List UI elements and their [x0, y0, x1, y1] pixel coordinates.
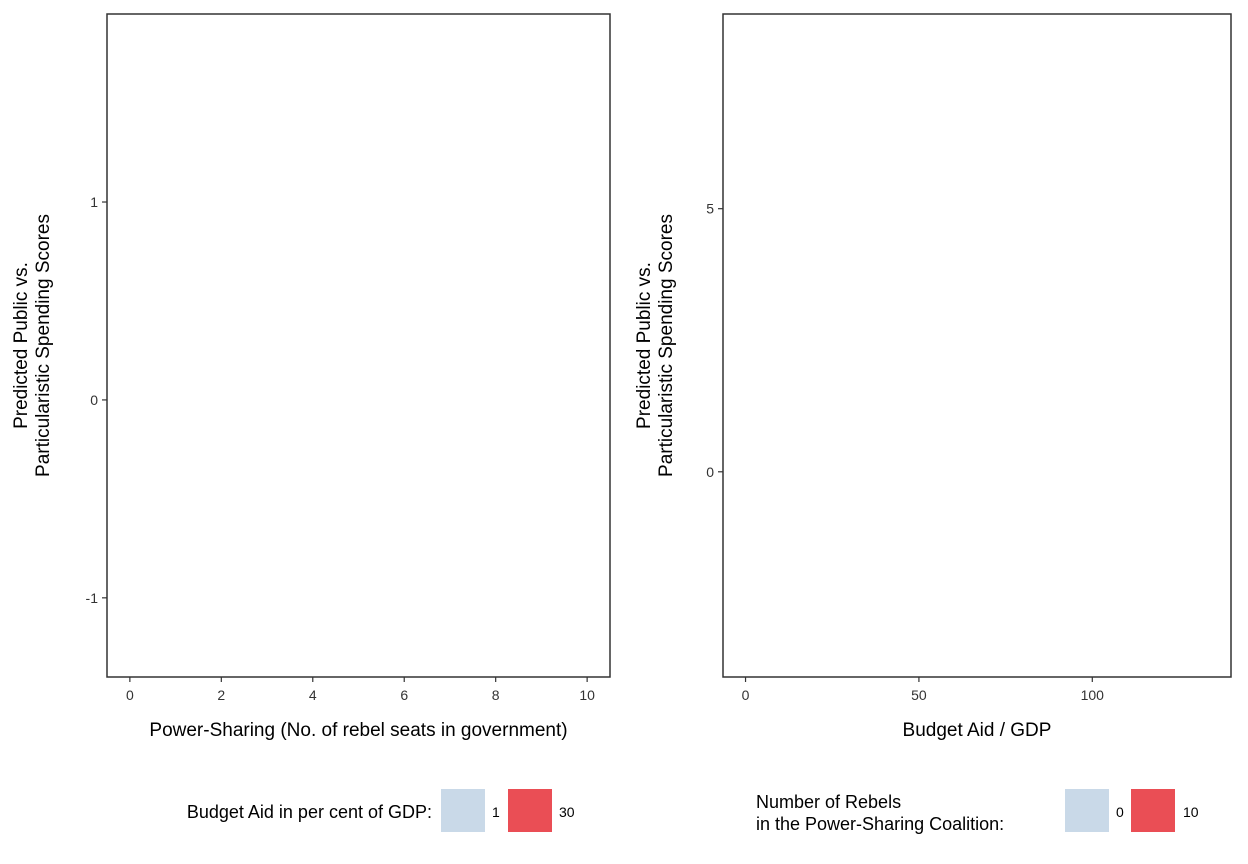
- x-tick-label: 6: [400, 687, 408, 703]
- x-axis-title: Budget Aid / GDP: [903, 720, 1052, 741]
- y-axis-title-line: Predicted Public vs.: [11, 262, 32, 429]
- legend-key-blue: [1065, 789, 1109, 832]
- legend-key-red: [1131, 789, 1175, 832]
- legend-label: 1: [492, 804, 500, 820]
- y-axis-title-line: Predicted Public vs.: [634, 262, 655, 429]
- x-tick-label: 50: [911, 687, 927, 703]
- x-tick-label: 100: [1081, 687, 1105, 703]
- panel-border: [722, 13, 1232, 678]
- legend-key-blue: [441, 789, 485, 832]
- y-tick-label: 0: [706, 464, 714, 480]
- legend-title-line: in the Power-Sharing Coalition:: [756, 814, 1004, 834]
- x-tick-label: 2: [217, 687, 225, 703]
- y-tick-label: 5: [706, 201, 714, 217]
- y-axis-title-line: Particularistic Spending Scores: [656, 214, 677, 477]
- y-tick-label: 0: [90, 392, 98, 408]
- legend-label: 30: [559, 804, 575, 820]
- x-axis-title: Power-Sharing (No. of rebel seats in gov…: [149, 720, 567, 741]
- x-tick-label: 4: [309, 687, 317, 703]
- legend-key-red: [508, 789, 552, 832]
- x-tick-label: 0: [126, 687, 134, 703]
- panel-border: [106, 13, 611, 678]
- legend-title: Budget Aid in per cent of GDP:: [187, 802, 432, 822]
- y-tick-label: 1: [90, 194, 98, 210]
- x-tick-label: 10: [579, 687, 595, 703]
- legend-label: 0: [1116, 804, 1124, 820]
- y-axis-title-line: Particularistic Spending Scores: [33, 214, 54, 477]
- x-tick-label: 8: [492, 687, 500, 703]
- legend-title-line: Number of Rebels: [756, 792, 901, 812]
- right-chart-panel: 0 50 100 0 5 Budget Aid / GDP Predicted Public…: [634, 13, 1232, 741]
- x-tick-label: 0: [742, 687, 750, 703]
- legend-label: 10: [1183, 804, 1199, 820]
- left-legend: Budget Aid in per cent of GDP: 1 30: [187, 789, 575, 832]
- left-chart-panel: 0 2 4 6 8 10 -1 0 1 Power-Sharing (No. of rebel s…: [11, 13, 611, 741]
- y-tick-label: -1: [86, 590, 99, 606]
